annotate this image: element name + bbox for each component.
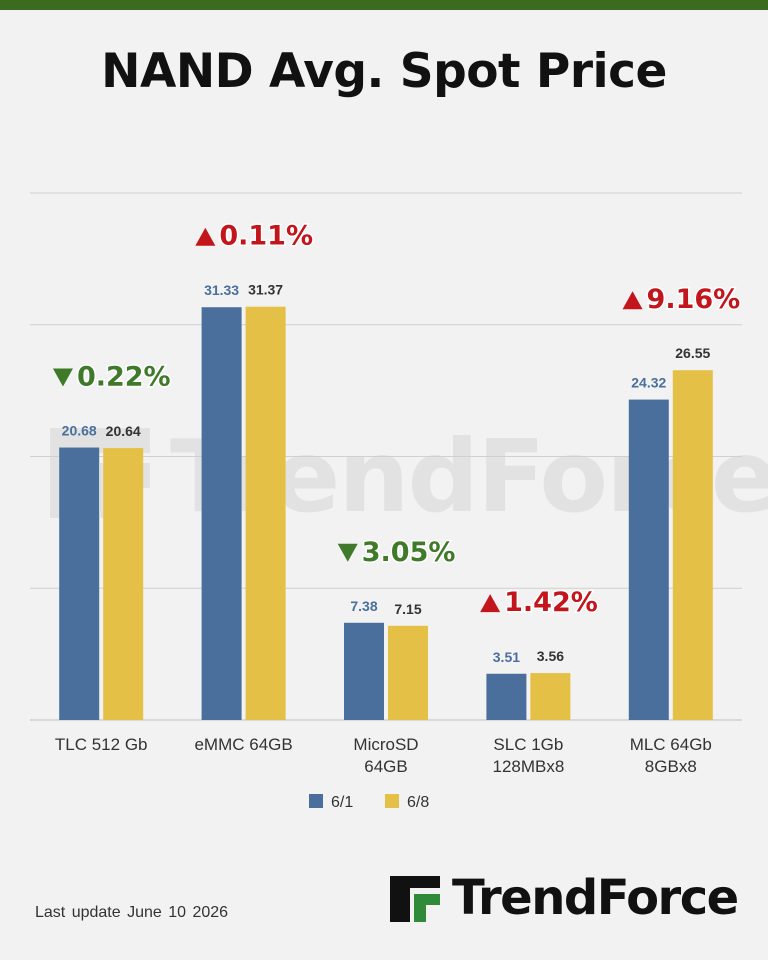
last-update-text: Last update June 10 2026: [35, 904, 229, 921]
category-label: TLC 512 Gb: [55, 735, 148, 754]
change-label: 3.05%: [362, 537, 456, 568]
up-arrow-icon: [622, 291, 643, 310]
category-label: eMMC 64GB: [194, 735, 292, 754]
bar-6-1: [59, 447, 100, 720]
bar-chart: 20.68 20.64 TLC 512 Gb 0.22% 31.33 31.37 eMMC …: [30, 192, 742, 811]
bar-6-8: [672, 370, 713, 720]
bar-6-1: [201, 307, 242, 720]
category-label: 8GBx8: [645, 757, 697, 776]
change-label: 0.22%: [77, 362, 171, 393]
category-label: 128MBx8: [492, 757, 564, 776]
bar-6-1: [486, 673, 527, 720]
top-accent-bar: [0, 0, 768, 10]
legend-label: 6/1: [331, 794, 353, 811]
down-arrow-icon: [337, 543, 358, 562]
bar-6-1: [344, 622, 384, 720]
data-label: 20.64: [106, 423, 141, 439]
data-label: 31.33: [204, 282, 239, 298]
legend-swatch: [385, 794, 399, 808]
change-label: 1.42%: [504, 587, 598, 618]
logo-text: TrendForce: [452, 870, 739, 926]
change-label: 9.16%: [647, 284, 741, 315]
data-label: 7.38: [350, 598, 377, 614]
category-label: SLC 1Gb: [493, 735, 563, 754]
bar-6-8: [103, 448, 144, 720]
data-label: 7.15: [394, 601, 421, 617]
data-label: 24.32: [631, 375, 666, 391]
trendforce-logo-icon: [390, 876, 440, 922]
chart-title: NAND Avg. Spot Price: [101, 44, 667, 99]
change-label: 0.11%: [219, 221, 313, 252]
category-label: 64GB: [364, 757, 407, 776]
data-label: 26.55: [675, 345, 710, 361]
bar-6-8: [530, 673, 571, 720]
category-label: MicroSD: [353, 735, 418, 754]
legend-label: 6/8: [407, 794, 429, 811]
down-arrow-icon: [52, 368, 73, 387]
bar-6-8: [245, 306, 286, 720]
data-label: 3.56: [537, 648, 564, 664]
data-label: 20.68: [62, 423, 97, 439]
trendforce-logo: TrendForce: [388, 868, 739, 928]
up-arrow-icon: [480, 594, 501, 613]
legend-swatch: [309, 794, 323, 808]
data-label: 31.37: [248, 282, 283, 298]
bar-6-8: [388, 625, 428, 720]
category-label: MLC 64Gb: [630, 735, 712, 754]
bar-6-1: [628, 399, 669, 720]
data-label: 3.51: [493, 649, 520, 665]
up-arrow-icon: [195, 227, 216, 246]
